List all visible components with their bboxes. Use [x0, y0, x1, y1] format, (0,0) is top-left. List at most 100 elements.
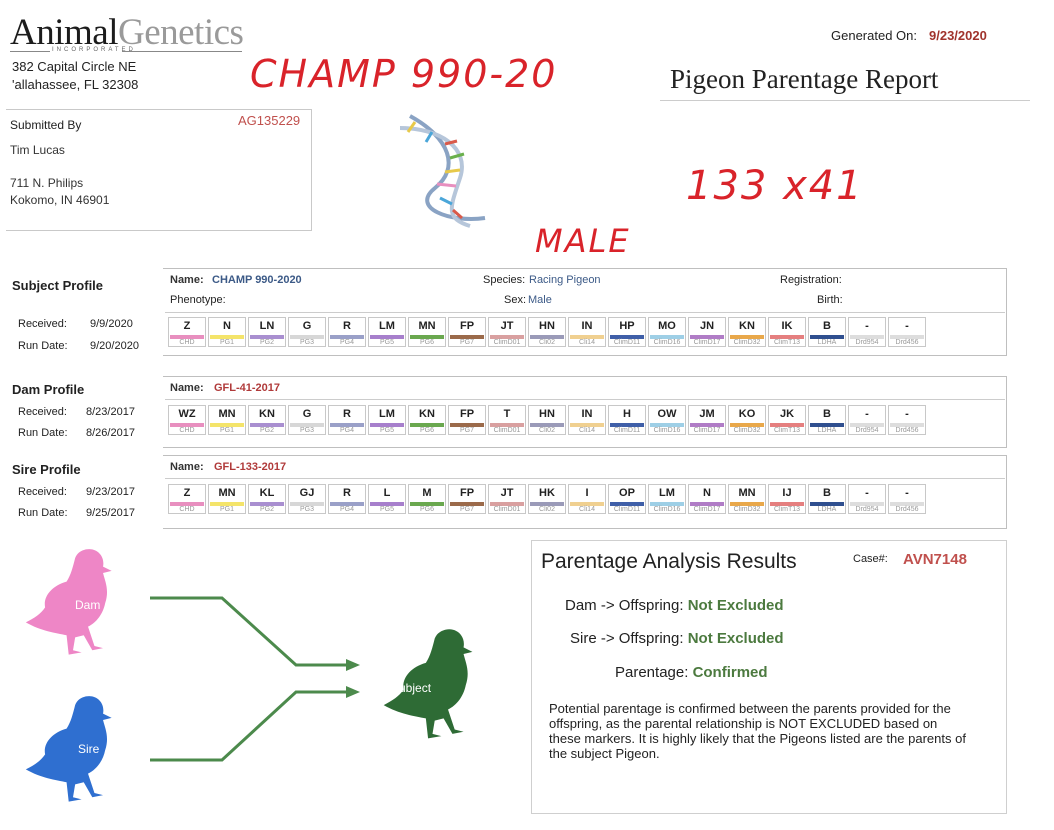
sire-divider: [165, 478, 1005, 479]
dam-marker-grid: WZ CHD MN PG1 KN PG2 G PG3 R PG4 LM PG5 KN PG6 FP PG7 T C…: [168, 405, 926, 435]
parentage-diagram: Dam Sire Subject: [25, 549, 473, 802]
marker-locus-label: Cli02: [539, 506, 555, 513]
dam-name-label: Name:: [170, 382, 204, 394]
marker-allele: HK: [539, 487, 555, 499]
marker-locus-label: PG4: [339, 427, 354, 434]
marker-allele: -: [905, 408, 909, 420]
marker-drd456: - Drd456: [888, 484, 926, 514]
handwritten-cross: 133 x41: [686, 163, 864, 209]
subject-profile-box: [163, 268, 1007, 356]
dam-name: GFL-41-2017: [214, 382, 281, 394]
marker-cli14: I Cli14: [568, 484, 606, 514]
marker-allele: IN: [581, 320, 593, 332]
marker-locus-label: PG6: [419, 339, 434, 346]
sex-label: Sex:: [504, 294, 527, 306]
marker-climd11: H ClimD11: [608, 405, 646, 435]
marker-allele: Z: [183, 320, 191, 332]
marker-color-bar: [810, 335, 844, 339]
dam-run-date: 8/26/2017: [86, 427, 135, 439]
submitted-by-box: [6, 109, 312, 231]
marker-locus-label: PG1: [219, 339, 234, 346]
marker-allele: I: [585, 487, 589, 499]
sire-run-label: Run Date:: [18, 507, 68, 519]
marker-locus-label: LDHA: [817, 427, 837, 434]
marker-climd16: OW ClimD16: [648, 405, 686, 435]
marker-color-bar: [890, 423, 924, 427]
marker-pg7: FP PG7: [448, 484, 486, 514]
sire-profile-box: [163, 455, 1007, 529]
marker-drd954: - Drd954: [848, 317, 886, 347]
marker-color-bar: [450, 335, 484, 339]
marker-locus-label: PG6: [419, 506, 434, 513]
dam-received-label: Received:: [18, 406, 67, 418]
marker-locus-label: ClimD32: [733, 506, 761, 513]
marker-locus-label: ClimD17: [693, 506, 721, 513]
marker-allele: LM: [379, 408, 395, 420]
marker-locus-label: Drd954: [855, 339, 879, 346]
marker-pg6: KN PG6: [408, 405, 446, 435]
marker-climd01: JT ClimD01: [488, 317, 526, 347]
subject-divider: [165, 312, 1005, 313]
dam-diagram-label: Dam: [75, 598, 100, 612]
marker-color-bar: [210, 335, 244, 339]
marker-color-bar: [490, 502, 524, 506]
marker-cli14: IN Cli14: [568, 317, 606, 347]
marker-color-bar: [370, 335, 404, 339]
sex-value: Male: [528, 294, 552, 306]
marker-locus-label: PG7: [459, 339, 474, 346]
company-address-line1: 382 Capital Circle NE: [12, 59, 137, 74]
logo-bold-text: Animal: [10, 12, 118, 53]
marker-color-bar: [290, 502, 324, 506]
marker-locus-label: ClimD11: [613, 427, 641, 434]
marker-color-bar: [450, 502, 484, 506]
marker-pg7: FP PG7: [448, 317, 486, 347]
marker-color-bar: [450, 423, 484, 427]
marker-climt13: JK ClimT13: [768, 405, 806, 435]
marker-locus-label: Cli14: [579, 506, 595, 513]
marker-color-bar: [530, 423, 564, 427]
case-label: Case#:: [853, 553, 888, 565]
marker-allele: N: [703, 487, 711, 499]
species-value: Racing Pigeon: [529, 274, 601, 286]
phenotype-label: Phenotype:: [170, 294, 226, 306]
marker-color-bar: [770, 502, 804, 506]
marker-color-bar: [250, 335, 284, 339]
dam-result-row: Dam -> Offspring: Not Excluded: [565, 597, 784, 614]
marker-allele: FP: [459, 320, 475, 332]
marker-allele: LM: [659, 487, 675, 499]
marker-color-bar: [290, 335, 324, 339]
marker-pg2: KN PG2: [248, 405, 286, 435]
subject-profile-heading: Subject Profile: [12, 278, 104, 293]
marker-drd456: - Drd456: [888, 405, 926, 435]
generated-label: Generated On:: [831, 28, 917, 43]
subject-run-label: Run Date:: [18, 340, 68, 352]
logo-light-text: Genetics: [117, 12, 244, 53]
marker-color-bar: [170, 335, 204, 339]
marker-allele: JM: [699, 408, 715, 420]
marker-cli02: HN Cli02: [528, 405, 566, 435]
marker-color-bar: [650, 502, 684, 506]
marker-allele: -: [865, 487, 869, 499]
marker-pg6: MN PG6: [408, 317, 446, 347]
marker-allele: LM: [379, 320, 395, 332]
marker-color-bar: [250, 423, 284, 427]
marker-color-bar: [170, 502, 204, 506]
marker-locus-label: ClimD01: [493, 339, 521, 346]
marker-allele: MN: [738, 487, 756, 499]
diagram-arrows: [150, 596, 348, 762]
marker-allele: IN: [581, 408, 593, 420]
marker-climt13: IK ClimT13: [768, 317, 806, 347]
marker-locus-label: Drd456: [895, 339, 919, 346]
marker-climd17: JN ClimD17: [688, 317, 726, 347]
marker-locus-label: ClimD16: [653, 339, 681, 346]
sire-name: GFL-133-2017: [214, 461, 287, 473]
subject-received-date: 9/9/2020: [90, 318, 133, 330]
marker-allele: HP: [619, 320, 635, 332]
marker-allele: -: [865, 408, 869, 420]
sire-result-value: Not Excluded: [687, 630, 784, 647]
marker-allele: KL: [259, 487, 275, 499]
marker-locus-label: Cli14: [579, 339, 595, 346]
marker-color-bar: [770, 335, 804, 339]
marker-color-bar: [850, 335, 884, 339]
sire-result-label: Sire -> Offspring:: [570, 630, 684, 647]
